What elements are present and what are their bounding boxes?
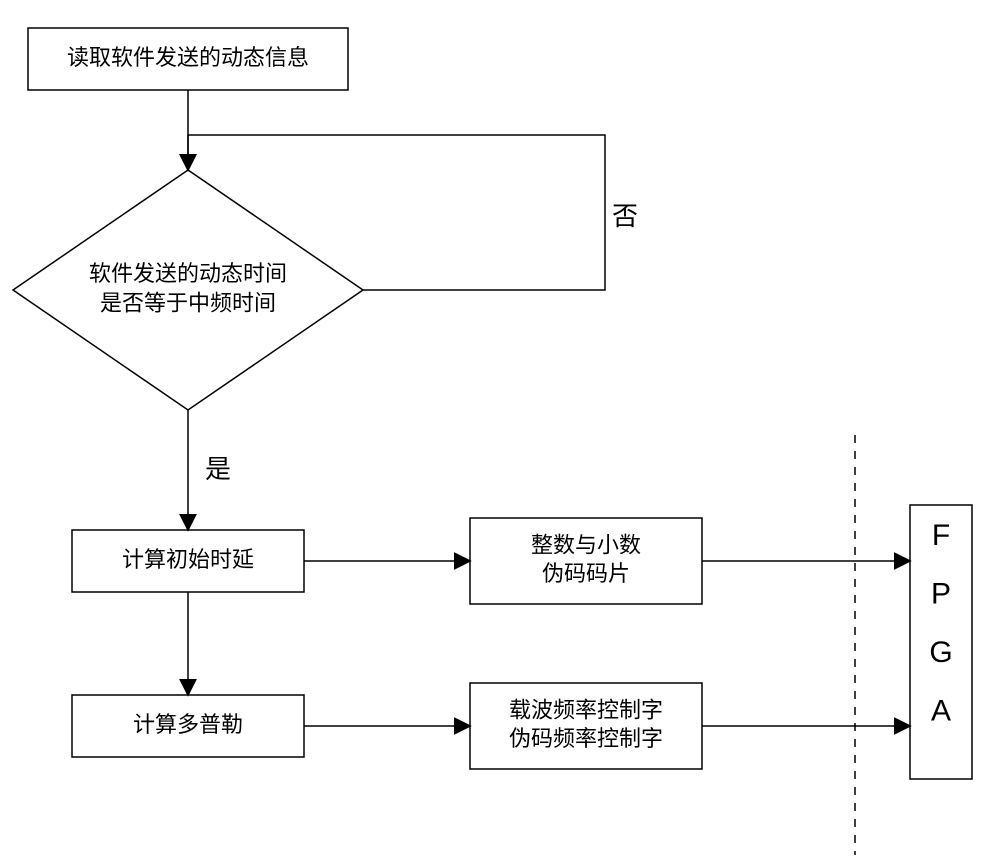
node-chip-label: 整数与小数 (531, 533, 641, 558)
node-read_info: 读取软件发送的动态信息 (28, 28, 348, 90)
node-fpga: FPGA (910, 505, 972, 779)
node-freq_ctrl: 载波频率控制字伪码频率控制字 (470, 683, 702, 769)
node-fpga-letter: G (929, 636, 952, 669)
node-freq_ctrl-label: 伪码频率控制字 (509, 726, 663, 751)
node-calc_doppler-label: 计算多普勒 (133, 712, 243, 737)
node-decision: 软件发送的动态时间是否等于中频时间 (13, 170, 363, 410)
e-decision-yes-label: 是 (205, 454, 231, 484)
node-calc_doppler: 计算多普勒 (72, 695, 304, 757)
node-chip-label: 伪码码片 (542, 561, 630, 586)
node-chip: 整数与小数伪码码片 (470, 518, 702, 604)
e-decision-no-loop-label: 否 (612, 201, 638, 231)
node-fpga-letter: F (932, 519, 950, 552)
node-fpga-letter: A (931, 695, 951, 728)
node-fpga-letter: P (931, 578, 951, 611)
node-read_info-label: 读取软件发送的动态信息 (67, 45, 309, 70)
node-decision-label: 软件发送的动态时间 (89, 261, 287, 286)
flowchart-canvas: 读取软件发送的动态信息软件发送的动态时间是否等于中频时间计算初始时延计算多普勒整… (0, 0, 1000, 863)
node-freq_ctrl-label: 载波频率控制字 (509, 698, 663, 723)
node-calc_delay: 计算初始时延 (72, 530, 304, 592)
node-decision-label: 是否等于中频时间 (100, 291, 276, 316)
node-calc_delay-label: 计算初始时延 (122, 547, 254, 572)
